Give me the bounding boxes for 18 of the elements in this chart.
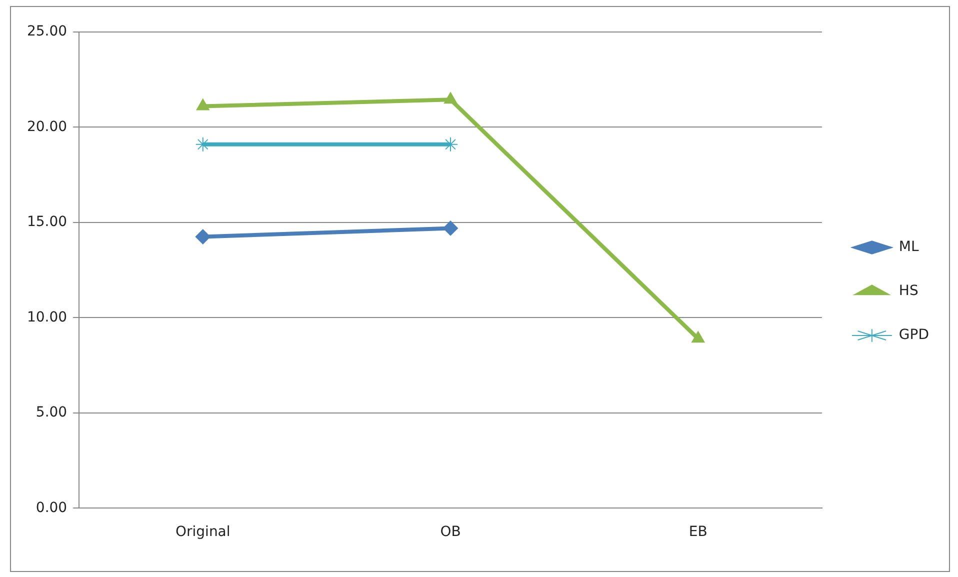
point — [443, 220, 458, 236]
y-tick-label: 20.00 — [26, 118, 68, 135]
point — [196, 98, 210, 110]
x-tick-label: Original — [175, 524, 230, 540]
point — [443, 136, 458, 152]
legend-label: HS — [898, 283, 918, 300]
y-tick-label: 10.00 — [26, 309, 68, 326]
point — [444, 92, 458, 104]
y-tick-label: 25.00 — [26, 24, 68, 40]
point — [195, 136, 210, 152]
point — [195, 229, 210, 244]
legend-label: ML — [898, 239, 920, 256]
y-tick-label: 0.00 — [36, 500, 68, 516]
x-tick-label: EB — [688, 524, 708, 540]
y-tick-label: 15.00 — [26, 214, 68, 230]
y-tick-label: 5.00 — [36, 404, 68, 421]
x-tick-label: OB — [440, 524, 461, 540]
legend-label: GPD — [898, 327, 930, 344]
